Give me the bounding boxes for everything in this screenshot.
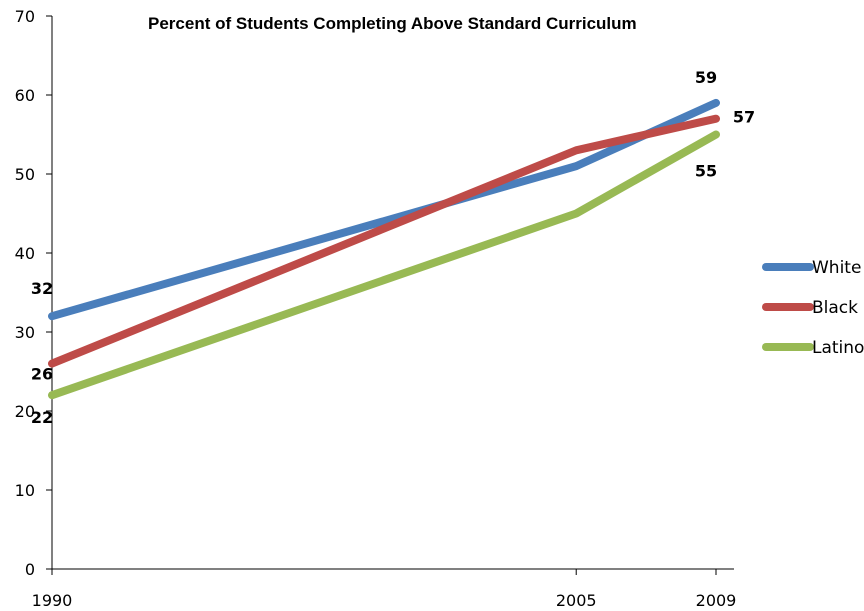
series-lines xyxy=(48,98,720,400)
y-tick-label: 30 xyxy=(15,323,35,342)
y-tick-label: 0 xyxy=(25,560,35,579)
legend-label: Black xyxy=(812,298,858,318)
data-point-white xyxy=(51,315,53,317)
x-tick-label: 1990 xyxy=(32,591,73,610)
legend-item-black: Black xyxy=(762,298,858,318)
y-tick-label: 40 xyxy=(15,244,35,263)
y-tick-label: 20 xyxy=(15,402,35,421)
data-label-latino: 55 xyxy=(695,162,717,181)
data-point-white xyxy=(575,165,577,167)
legend-label: White xyxy=(812,258,861,278)
chart-title: Percent of Students Completing Above Sta… xyxy=(148,14,637,33)
y-tick-label: 60 xyxy=(15,86,35,105)
data-point-black xyxy=(715,118,717,120)
data-label-black: 26 xyxy=(31,365,53,384)
data-labels: 32 59 26 57 22 55 xyxy=(31,68,755,427)
data-label-white: 59 xyxy=(695,68,717,87)
y-tick-label: 70 xyxy=(15,7,35,26)
data-label-latino: 22 xyxy=(31,408,53,427)
data-point-black xyxy=(575,149,577,151)
data-label-black: 57 xyxy=(733,108,755,127)
data-point-latino xyxy=(51,394,53,396)
series-line-latino xyxy=(48,130,720,400)
legend-item-latino: Latino xyxy=(762,338,864,358)
data-point-white xyxy=(715,102,717,104)
legend-label: Latino xyxy=(812,338,864,358)
data-point-black xyxy=(51,363,53,365)
series-line-black xyxy=(48,114,720,368)
data-label-white: 32 xyxy=(31,279,53,298)
legend: White Black Latino xyxy=(762,258,864,358)
legend-item-white: White xyxy=(762,258,861,278)
x-tick-label: 2005 xyxy=(556,591,597,610)
data-point-latino xyxy=(715,134,717,135)
axes: 0 10 20 30 40 50 60 70 1990 2005 2009 xyxy=(15,7,737,610)
y-tick-label: 10 xyxy=(15,481,35,500)
data-point-latino xyxy=(575,213,577,214)
x-tick-label: 2009 xyxy=(696,591,737,610)
y-tick-label: 50 xyxy=(15,165,35,184)
